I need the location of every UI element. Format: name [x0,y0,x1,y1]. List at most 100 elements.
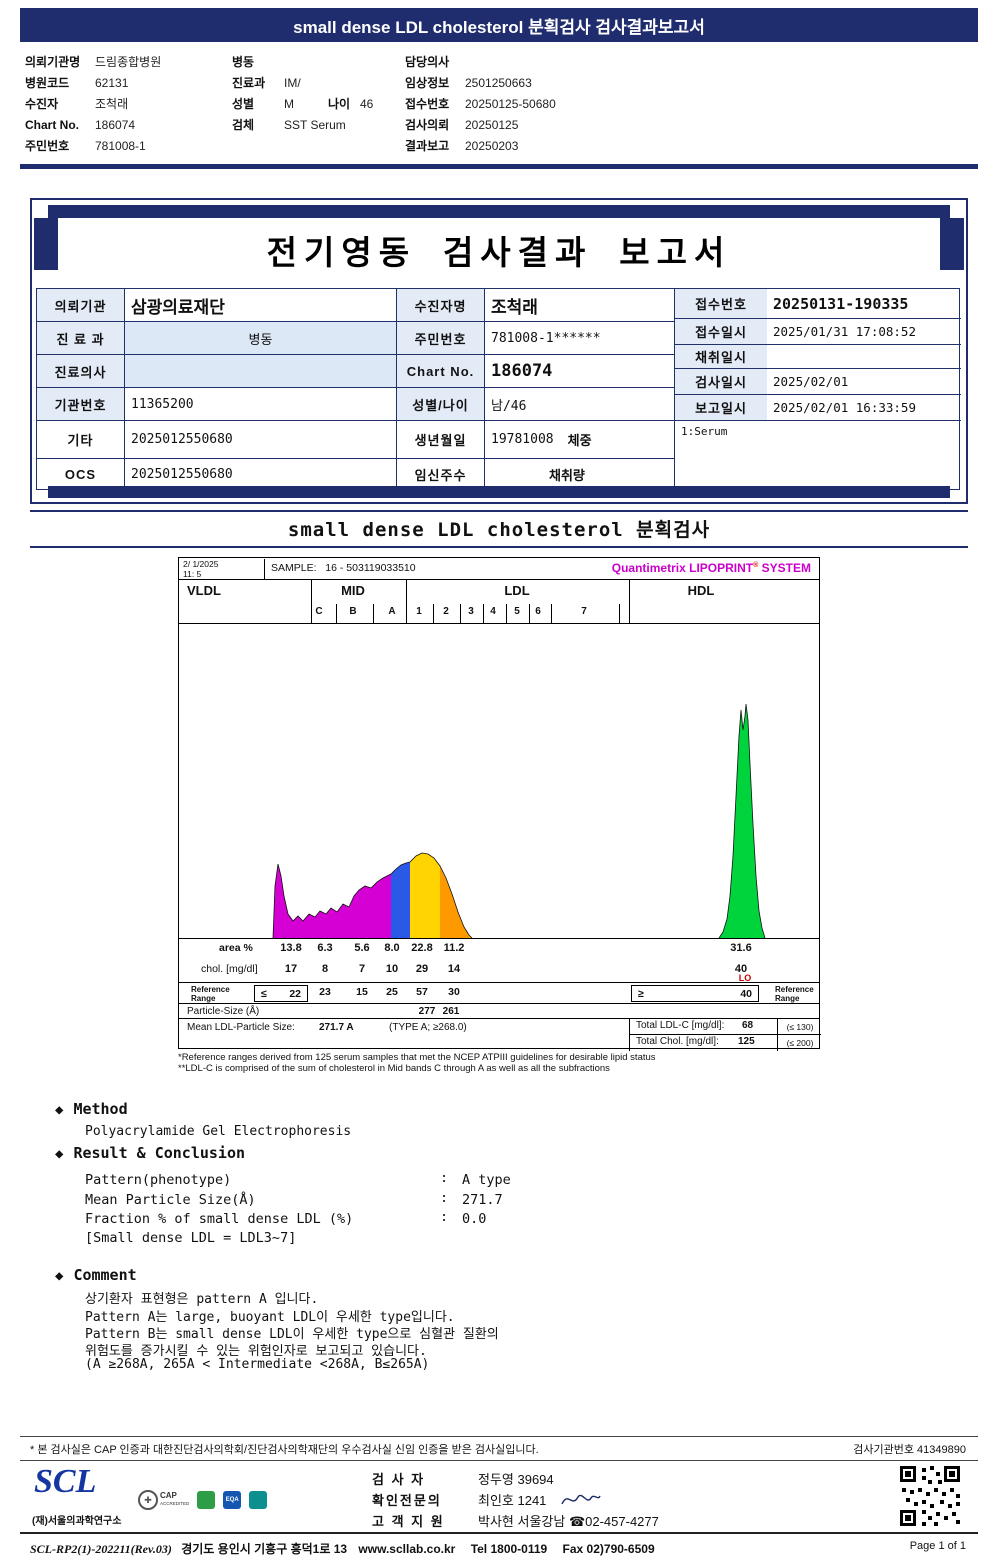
field-resident-no: 주민번호 781008-1 [25,139,146,153]
area-value: 11.2 [443,942,465,954]
cert-note: * 본 검사실은 CAP 인증과 대한진단검사의학회/진단검사의학재단의 우수검… [30,1444,539,1456]
chol-row: chol. [mg/dl] 17 8 7 10 29 14 40 LO [179,960,819,983]
particle-size-label: Particle-Size (Å) [187,1006,260,1017]
column-hdl: HDL [687,583,715,598]
method-heading: Method [55,1100,127,1118]
ref-value: 23 [319,986,331,998]
result-note: [Small dense LDL = LDL3~7] [85,1230,297,1246]
column-divider [311,580,312,624]
report-header-title: small dense LDL cholesterol 분획검사 검사결과보고서 [293,17,705,37]
footer-rule-3 [20,1532,978,1534]
area-value: 31.6 [730,942,752,954]
section-title: small dense LDL cholesterol 분획검사 [287,519,711,541]
table-row: 기타 2025012550680 생년월일 19781008 체중 [37,421,675,459]
examiner-row: 검 사 자 정두영 39694 [372,1472,554,1487]
column-divider [629,580,630,624]
particle-size-ldl1: 277 [418,1006,436,1017]
accreditation-logo-4 [249,1491,268,1509]
area-row-label: area % [219,942,253,954]
ref-value: 30 [448,986,460,998]
table-row: 채취일시 [675,345,961,369]
chol-row-label: chol. [mg/dl] [201,963,258,975]
sample-id: SAMPLE: 16 - 503119033510 [271,562,416,574]
total-chol-row: Total Chol. [mg/dl]: 125 (≤ 200) [630,1035,821,1051]
electropherogram-plot [179,624,819,939]
footnote-2: **LDL-C is comprised of the sum of chole… [178,1063,610,1074]
band-header: VLDL MID LDL HDL C B A 1 2 3 4 5 6 7 [179,580,819,624]
total-ldl-ref: (≤ 130) [777,1019,822,1034]
field-accession-no: 접수번호 20250125-50680 [405,97,556,111]
doc-code: SCL-RP2(1)-202211(Rev.03) [30,1542,172,1556]
reference-range-label-left: Reference Range [191,985,230,1003]
band-label: 2 [443,606,449,617]
area-value: 8.0 [384,942,400,954]
lipoprint-header: 2/ 1/2025 11: 5 SAMPLE: 16 - 503119033510… [179,558,819,580]
particle-size-ldl2: 261 [442,1006,460,1017]
comment-line: Pattern A는 large, buoyant LDL이 우세한 type입… [85,1310,455,1325]
hdl-ref-box: ≥40 [631,985,759,1002]
table-row: 검사일시 2025/02/01 [675,369,961,395]
band-label: A [388,606,396,617]
band-label: 4 [490,606,496,617]
chol-value: 7 [358,963,366,975]
particle-size-row: Particle-Size (Å) 277 261 [179,1004,819,1019]
ref-value: 15 [356,986,368,998]
frame-bottom-bar [48,486,950,498]
section-rule-top [30,510,968,512]
band-label: C [315,606,323,617]
result-label: Mean Particle Size(Å) [85,1192,256,1208]
field-request-org: 의뢰기관명 드림종합병원 [25,55,162,69]
comment-heading: Comment [55,1266,136,1284]
hdl-area [719,704,765,938]
cap-accredited-logo: ✚ CAP ACCREDITED [138,1490,189,1510]
table-row: 보고일시 2025/02/01 16:33:59 [675,395,961,421]
frame-top-bar [48,205,950,218]
field-department: 진료과 IM/ [232,76,301,90]
chol-value: 14 [447,963,461,975]
report-title: 전기영동 검사결과 보고서 [266,233,732,272]
lab-tel: Tel 1800-0119 [470,1542,548,1556]
table-row: 진료의사 [37,355,397,388]
cap-circle-icon: ✚ [138,1490,158,1510]
staff-block: 검 사 자 정두영 39694 확인전문의 최인호 1241 고 객 지 원 박… [372,1468,792,1531]
report-info-table: 의뢰기관 삼광의료재단 진 료 과 병동 진료의사 기관번호 11365200 수진자… [36,288,961,490]
summary-rows: Mean LDL-Particle Size: 271.7 A (TYPE A;… [179,1019,822,1051]
field-order-date: 검사의뢰 20250125 [405,118,519,132]
accreditation-logo-2 [197,1491,216,1509]
result-label: Pattern(phenotype) [85,1172,232,1188]
result-heading: Result & Conclusion [55,1144,245,1162]
column-vldl: VLDL [187,583,221,598]
vldl-mid-area [273,864,391,938]
ref-value: 57 [416,986,428,998]
field-doctor: 담당의사 [405,55,450,69]
result-value: 271.7 [462,1192,503,1208]
total-chol-label: Total Chol. [mg/dl]: [636,1036,719,1047]
eqa-logo: EQA [223,1491,242,1509]
mid-a-area [391,862,410,938]
area-value: 13.8 [280,942,302,954]
field-ward: 병동 [232,55,255,69]
total-chol-ref: (≤ 200) [777,1035,822,1051]
ldl1-area [410,853,440,938]
field-patient: 수진자 조척래 [25,97,129,111]
table-row: 주민번호 781008-1****** [397,322,675,355]
field-report-date: 결과보고 20250203 [405,139,519,153]
frame-corner-right [940,218,964,270]
low-flag: LO [738,973,752,983]
reference-range-label-right: Reference Range [775,985,814,1003]
table-row: 성별/나이 남/46 [397,388,675,421]
frame-corner-left [34,218,58,270]
mean-particle-type: (TYPE A; ≥268.0) [389,1022,467,1033]
table-row: 의뢰기관 삼광의료재단 [37,289,397,322]
total-chol-value: 125 [738,1036,755,1047]
field-clinical-info: 임상정보 2501250663 [405,76,532,90]
table-row: Chart No. 186074 [397,355,675,388]
field-sex-age: 성별 M 나이 46 [232,97,374,111]
footer-bottom-row: SCL-RP2(1)-202211(Rev.03) 경기도 용인시 기흥구 흥덕… [30,1540,968,1557]
chol-value: 17 [284,963,298,975]
column-ldl: LDL [504,583,530,598]
footer-rule-2 [20,1460,978,1461]
comment-line: 위험도를 증가시킬 수 있는 위험인자로 보고되고 있습니다. [85,1344,427,1359]
electrophoresis-report-frame: 전기영동 검사결과 보고서 의뢰기관 삼광의료재단 진 료 과 병동 진료의사 기관… [30,198,968,504]
band-label: 1 [416,606,422,617]
